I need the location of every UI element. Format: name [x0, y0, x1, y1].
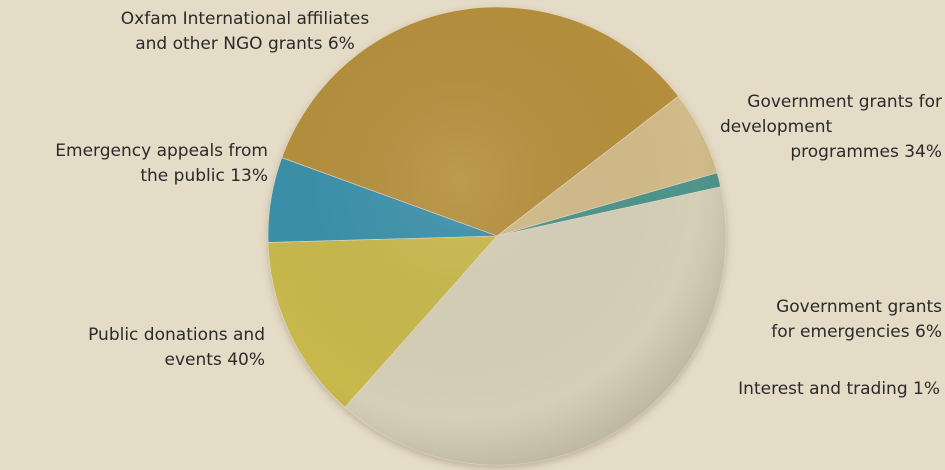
- pie-labels: Government grants for development programm…: [55, 9, 942, 399]
- pie-slice-label: Interest and trading 1%: [738, 379, 940, 399]
- pie-slice-label-line: the public 13%: [140, 166, 268, 186]
- pie-slice-label: Government grants for emergencies 6%: [771, 297, 942, 342]
- pie-slice-label-line: development: [720, 117, 832, 137]
- pie-slice-label: Public donations and events 40%: [88, 325, 265, 370]
- pie-slice-label-line: events 40%: [165, 350, 265, 370]
- pie-slice-label-line: Government grants: [776, 297, 942, 317]
- pie-slice-label-line: Oxfam International affiliates: [121, 9, 370, 29]
- pie-slice-label-line: and other NGO grants 6%: [135, 34, 355, 54]
- pie-slice-label-line: programmes 34%: [790, 142, 942, 162]
- pie-slices: [267, 6, 727, 466]
- pie-slice-label: Emergency appeals from the public 13%: [55, 141, 268, 186]
- pie-slice-label-line: Interest and trading 1%: [738, 379, 940, 399]
- pie-slice-label: Government grants for development programm…: [720, 92, 942, 162]
- pie-slice-label: Oxfam International affiliates and other …: [121, 9, 370, 54]
- pie-slice-label-line: Public donations and: [88, 325, 265, 345]
- pie-slice-label-line: Government grants for: [747, 92, 942, 112]
- pie-slice-label-line: for emergencies 6%: [771, 322, 942, 342]
- pie-slice-label-line: Emergency appeals from: [55, 141, 268, 161]
